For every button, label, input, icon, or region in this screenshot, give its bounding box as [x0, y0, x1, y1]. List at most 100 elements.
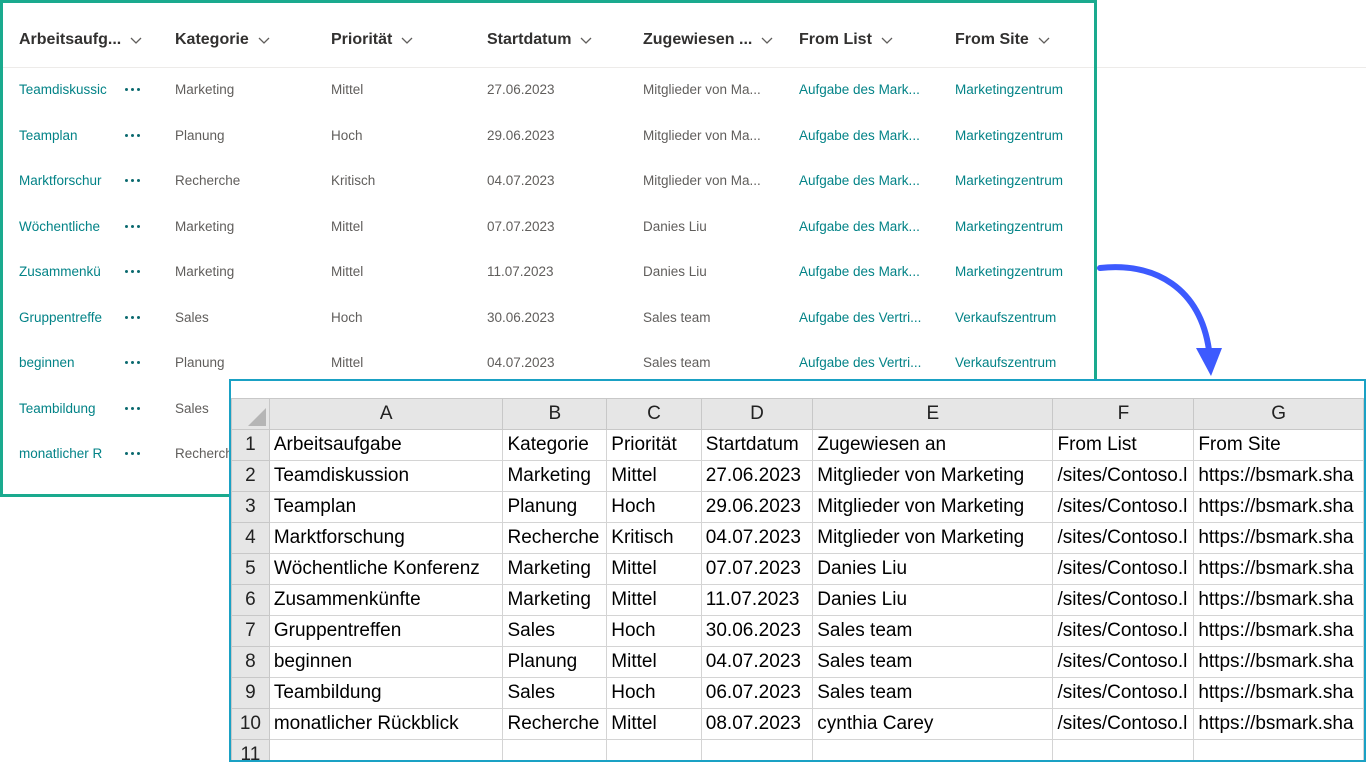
cell-g3[interactable]: https://bsmark.sha	[1193, 491, 1364, 523]
column-header-f[interactable]: F	[1052, 398, 1195, 430]
cell-from-site[interactable]: Verkaufszentrum	[955, 309, 1057, 325]
cell-task[interactable]: Zusammenkü	[19, 264, 101, 279]
row-header[interactable]: 2	[231, 460, 270, 492]
cell-b10[interactable]: Recherche	[502, 708, 608, 740]
more-options-icon[interactable]	[121, 295, 143, 340]
cell-task[interactable]: Teambildung	[19, 400, 96, 416]
cell-d11[interactable]	[700, 739, 814, 760]
cell-e2[interactable]: Mitglieder von Marketing	[812, 460, 1054, 492]
cell-e6[interactable]: Danies Liu	[812, 584, 1054, 616]
cell-task[interactable]: Gruppentreffe	[19, 309, 103, 325]
column-header-a[interactable]: A	[268, 398, 504, 430]
cell-f9[interactable]: /sites/Contoso.l	[1052, 677, 1195, 709]
column-header-c[interactable]: C	[606, 398, 702, 430]
cell-c7[interactable]: Hoch	[606, 615, 702, 647]
select-all-corner[interactable]	[231, 398, 270, 430]
more-options-icon[interactable]	[121, 431, 143, 476]
cell-g6[interactable]: https://bsmark.sha	[1193, 584, 1364, 616]
cell-task[interactable]: Wöchentliche	[19, 218, 101, 234]
cell-task[interactable]: Teamdiskussic	[19, 82, 107, 97]
row-header[interactable]: 6	[231, 584, 270, 616]
cell-task[interactable]: beginnen	[19, 355, 75, 370]
cell-a2[interactable]: Teamdiskussion	[268, 460, 504, 492]
cell-from-list[interactable]: Aufgabe des Mark...	[799, 82, 920, 97]
cell-a10[interactable]: monatlicher Rückblick	[268, 708, 504, 740]
cell-a3[interactable]: Teamplan	[268, 491, 504, 523]
cell-from-list[interactable]: Aufgabe des Mark...	[799, 264, 920, 279]
cell-c6[interactable]: Mittel	[606, 584, 702, 616]
cell-f3[interactable]: /sites/Contoso.l	[1052, 491, 1195, 523]
cell-b5[interactable]: Marketing	[502, 553, 608, 585]
cell-g1[interactable]: From Site	[1193, 429, 1364, 461]
row-header[interactable]: 3	[231, 491, 270, 523]
cell-b2[interactable]: Marketing	[502, 460, 608, 492]
cell-c3[interactable]: Hoch	[606, 491, 702, 523]
cell-e5[interactable]: Danies Liu	[812, 553, 1054, 585]
cell-g4[interactable]: https://bsmark.sha	[1193, 522, 1364, 554]
cell-d6[interactable]: 11.07.2023	[700, 584, 814, 616]
cell-e3[interactable]: Mitglieder von Marketing	[812, 491, 1054, 523]
row-header[interactable]: 11	[231, 739, 270, 760]
cell-g11[interactable]	[1193, 739, 1364, 760]
cell-c9[interactable]: Hoch	[606, 677, 702, 709]
cell-b11[interactable]	[502, 739, 608, 760]
cell-b3[interactable]: Planung	[502, 491, 608, 523]
more-options-icon[interactable]	[121, 204, 143, 249]
cell-g7[interactable]: https://bsmark.sha	[1193, 615, 1364, 647]
row-header[interactable]: 5	[231, 553, 270, 585]
cell-a4[interactable]: Marktforschung	[268, 522, 504, 554]
cell-from-site[interactable]: Marketingzentrum	[955, 173, 1064, 188]
cell-d5[interactable]: 07.07.2023	[700, 553, 814, 585]
cell-c11[interactable]	[606, 739, 702, 760]
column-header-from-list[interactable]: From List	[799, 31, 894, 49]
cell-b8[interactable]: Planung	[502, 646, 608, 678]
cell-g2[interactable]: https://bsmark.sha	[1193, 460, 1364, 492]
list-row[interactable]: monatlicher R Recherch	[3, 431, 1094, 476]
list-row[interactable]: Marktforschur Recherche Kritisch 04.07.2023…	[3, 158, 1094, 203]
more-options-icon[interactable]	[121, 386, 143, 431]
cell-e7[interactable]: Sales team	[812, 615, 1054, 647]
cell-c2[interactable]: Mittel	[606, 460, 702, 492]
more-options-icon[interactable]	[121, 249, 143, 294]
cell-a6[interactable]: Zusammenkünfte	[268, 584, 504, 616]
cell-c5[interactable]: Mittel	[606, 553, 702, 585]
row-header[interactable]: 9	[231, 677, 270, 709]
list-row[interactable]: Teamdiskussic Marketing Mittel 27.06.2023 Mi…	[3, 67, 1094, 112]
cell-task[interactable]: monatlicher R	[19, 446, 103, 461]
cell-a11[interactable]	[268, 739, 504, 760]
list-row[interactable]: beginnen Planung Mittel 04.07.2023 Sales tea…	[3, 340, 1094, 385]
cell-d10[interactable]: 08.07.2023	[700, 708, 814, 740]
cell-b9[interactable]: Sales	[502, 677, 608, 709]
cell-c8[interactable]: Mittel	[606, 646, 702, 678]
cell-f8[interactable]: /sites/Contoso.l	[1052, 646, 1195, 678]
more-options-icon[interactable]	[121, 158, 143, 203]
column-header-prioritaet[interactable]: Priorität	[331, 31, 414, 49]
row-header[interactable]: 4	[231, 522, 270, 554]
cell-from-site[interactable]: Marketingzentrum	[955, 82, 1064, 97]
row-header[interactable]: 7	[231, 615, 270, 647]
list-row[interactable]: Wöchentliche Marketing Mittel 07.07.2023 Dan…	[3, 204, 1094, 249]
cell-g9[interactable]: https://bsmark.sha	[1193, 677, 1364, 709]
cell-from-list[interactable]: Aufgabe des Vertri...	[799, 309, 922, 325]
cell-c1[interactable]: Priorität	[606, 429, 702, 461]
cell-e4[interactable]: Mitglieder von Marketing	[812, 522, 1054, 554]
row-header[interactable]: 8	[231, 646, 270, 678]
cell-c4[interactable]: Kritisch	[606, 522, 702, 554]
column-header-arbeitsaufgabe[interactable]: Arbeitsaufg...	[19, 31, 143, 49]
cell-d7[interactable]: 30.06.2023	[700, 615, 814, 647]
cell-f4[interactable]: /sites/Contoso.l	[1052, 522, 1195, 554]
cell-a1[interactable]: Arbeitsaufgabe	[268, 429, 504, 461]
column-header-startdatum[interactable]: Startdatum	[487, 31, 593, 49]
cell-g5[interactable]: https://bsmark.sha	[1193, 553, 1364, 585]
cell-a7[interactable]: Gruppentreffen	[268, 615, 504, 647]
list-row[interactable]: Gruppentreffe Sales Hoch 30.06.2023 Sales te…	[3, 295, 1094, 340]
cell-b6[interactable]: Marketing	[502, 584, 608, 616]
cell-task[interactable]: Marktforschur	[19, 173, 102, 188]
cell-e9[interactable]: Sales team	[812, 677, 1054, 709]
cell-e10[interactable]: cynthia Carey	[812, 708, 1054, 740]
cell-f2[interactable]: /sites/Contoso.l	[1052, 460, 1195, 492]
list-row[interactable]: Zusammenkü Marketing Mittel 11.07.2023 Danie…	[3, 249, 1094, 294]
cell-f11[interactable]	[1052, 739, 1195, 760]
cell-from-site[interactable]: Verkaufszentrum	[955, 355, 1057, 370]
cell-a8[interactable]: beginnen	[268, 646, 504, 678]
